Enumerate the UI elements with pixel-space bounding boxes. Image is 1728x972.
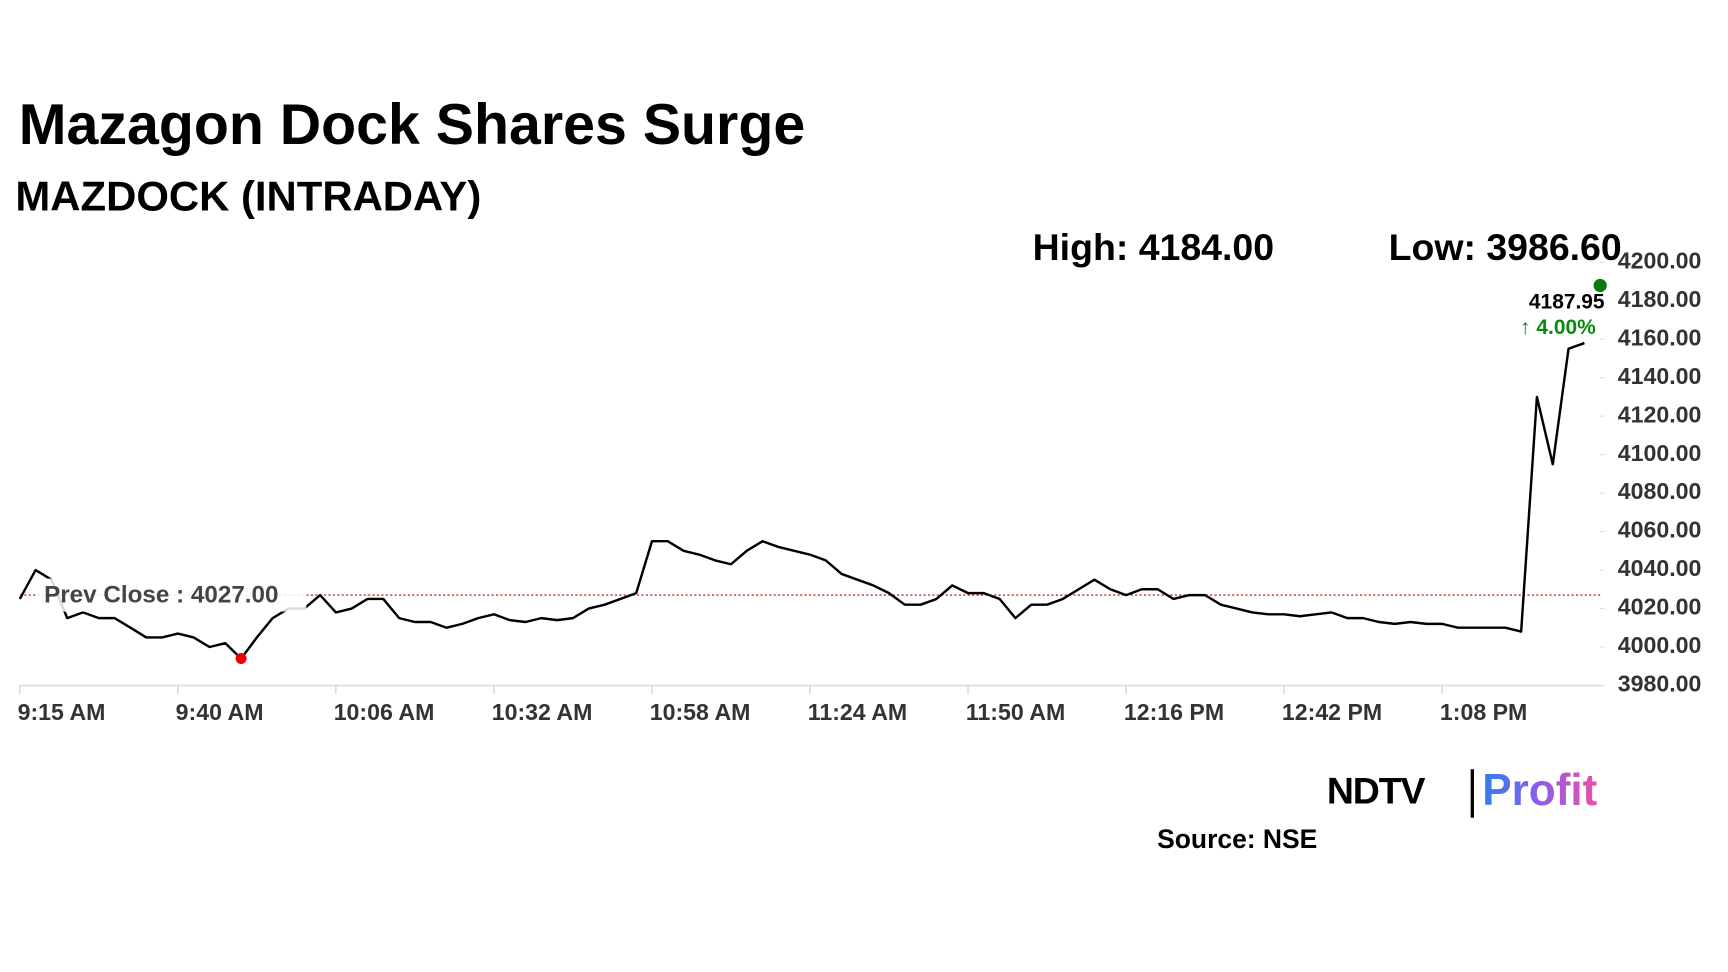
- y-tick-label: 4020.00: [1618, 594, 1702, 620]
- last-marker: [1593, 278, 1607, 293]
- change-label: ↑ 4.00%: [1520, 316, 1596, 339]
- x-tick-label: 10:32 AM: [492, 699, 593, 725]
- y-tick-label: 4180.00: [1618, 286, 1702, 312]
- x-tick-label: 9:15 AM: [18, 699, 106, 725]
- x-tick-label: 12:16 PM: [1124, 699, 1224, 725]
- chart-title: Mazagon Dock Shares Surge: [19, 93, 805, 157]
- y-tick-label: 4060.00: [1618, 517, 1702, 543]
- y-tick-label: 3980.00: [1618, 671, 1702, 697]
- high-label: High: 4184.00: [1033, 226, 1274, 268]
- brand-profit: Profit: [1482, 766, 1597, 815]
- x-tick-label: 11:50 AM: [966, 699, 1065, 725]
- x-tick-label: 10:06 AM: [334, 699, 435, 725]
- chart-subtitle: MAZDOCK (INTRADAY): [15, 173, 481, 220]
- brand-ndtv: NDTV: [1327, 769, 1426, 811]
- x-tick-label: 10:58 AM: [650, 699, 751, 725]
- prev-close-box: [37, 578, 307, 612]
- y-tick-label: 4080.00: [1618, 478, 1702, 504]
- low-marker: [235, 653, 247, 665]
- prev-close-label: Prev Close : 4027.00: [44, 582, 278, 609]
- price-line: [18, 341, 1585, 660]
- y-tick-label: 4140.00: [1618, 363, 1702, 389]
- y-tick-label: 4200.00: [1618, 247, 1702, 273]
- x-tick-label: 11:24 AM: [808, 699, 907, 725]
- y-tick-label: 4120.00: [1618, 401, 1702, 427]
- y-tick-label: 4160.00: [1618, 324, 1702, 350]
- x-tick-label: 12:42 PM: [1282, 699, 1382, 725]
- x-tick-label: 1:08 PM: [1440, 699, 1527, 725]
- last-value: 4187.95: [1529, 291, 1605, 314]
- x-tick-label: 9:40 AM: [176, 699, 264, 725]
- source: Source: NSE: [1157, 824, 1317, 854]
- y-tick-label: 4000.00: [1618, 632, 1702, 658]
- y-tick-label: 4040.00: [1618, 555, 1702, 581]
- y-tick-label: 4100.00: [1618, 440, 1702, 466]
- low-label: Low: 3986.60: [1389, 226, 1622, 268]
